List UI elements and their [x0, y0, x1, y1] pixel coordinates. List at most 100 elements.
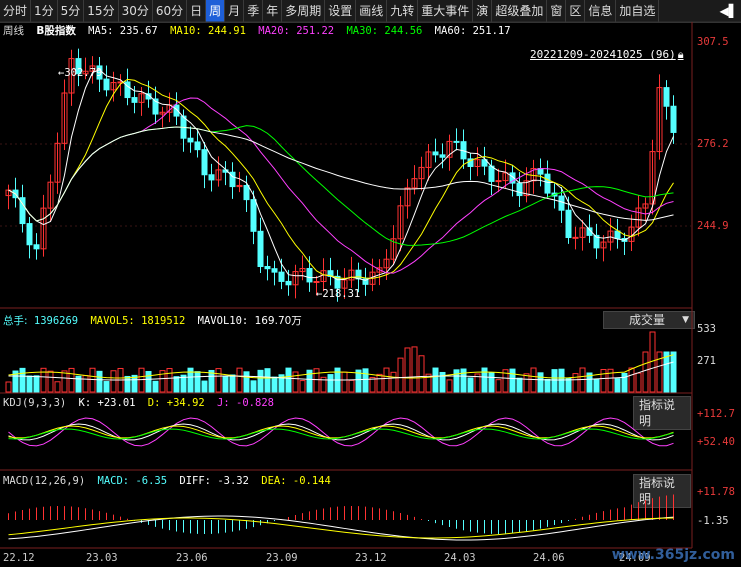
- volume-bar: [425, 373, 432, 393]
- candle: [348, 269, 355, 281]
- volume-bar: [523, 373, 530, 393]
- volume-bar: [516, 377, 523, 393]
- price-tick-low: 244.9: [697, 220, 729, 232]
- toolbar-item-14[interactable]: 九转: [387, 0, 419, 22]
- volume-bar: [537, 372, 544, 393]
- candle: [40, 207, 47, 250]
- ma60-line: [8, 126, 674, 222]
- volume-bar: [488, 372, 495, 393]
- ma5-readout: MA5: 235.67: [88, 25, 158, 37]
- volume-bar: [229, 374, 236, 393]
- volume-bar: [264, 368, 271, 393]
- toolbar-item-9[interactable]: 季: [244, 0, 264, 22]
- candle: [306, 268, 313, 283]
- toolbar-item-7[interactable]: 周: [206, 0, 226, 22]
- toolbar-item-4[interactable]: 30分: [119, 0, 153, 22]
- price-info-bar: 周线 B股指数 MA5: 235.67 MA10: 244.91 MA20: 2…: [3, 23, 517, 38]
- candle: [201, 149, 208, 176]
- volume-bar: [495, 379, 502, 393]
- volume-bar: [320, 376, 327, 393]
- candle: [75, 58, 82, 75]
- toolbar-item-17[interactable]: 超级叠加: [492, 0, 548, 22]
- ma60-label: MA60:: [434, 25, 467, 37]
- candle: [236, 184, 243, 188]
- kdj-help-button[interactable]: 指标说明: [633, 396, 691, 430]
- volume-bar: [124, 375, 131, 393]
- chevron-down-icon: ▼: [682, 315, 689, 325]
- volume-bar: [82, 375, 89, 393]
- toolbar-item-2[interactable]: 5分: [58, 0, 85, 22]
- toolbar-item-6[interactable]: 日: [187, 0, 207, 22]
- volume-indicator-button[interactable]: 成交量 ▼: [603, 311, 695, 329]
- candle: [33, 244, 40, 250]
- candle: [425, 151, 432, 168]
- high-value: 302.79: [64, 67, 103, 79]
- macd-help-button[interactable]: 指标说明: [633, 474, 691, 508]
- volume-bar: [250, 380, 257, 393]
- candle: [26, 223, 33, 246]
- candle: [145, 93, 152, 100]
- toolbar-item-20[interactable]: 信息: [585, 0, 617, 22]
- volume-bar: [278, 374, 285, 393]
- toolbar-item-21[interactable]: 加自选: [616, 0, 660, 22]
- volume-bar: [446, 379, 453, 393]
- macd-dea-label: DEA:: [261, 475, 287, 487]
- volume-bar: [33, 375, 40, 393]
- macd-tick-low: -1.35: [697, 515, 729, 527]
- volume-bar: [628, 367, 635, 393]
- date-range[interactable]: 20221209-20241025 (96) 🔒︎: [530, 48, 690, 62]
- toolbar-item-10[interactable]: 年: [263, 0, 283, 22]
- toolbar-item-13[interactable]: 画线: [356, 0, 388, 22]
- volume-bar: [75, 375, 82, 393]
- volume-bar: [299, 380, 306, 393]
- macd-diff-label: DIFF:: [179, 475, 211, 487]
- candle: [103, 78, 110, 91]
- low-value: 218.31: [322, 288, 361, 300]
- ma10-label: MA10:: [170, 25, 202, 37]
- volume-bar: [418, 355, 425, 393]
- volume-bar: [61, 370, 68, 393]
- toolbar-item-5[interactable]: 60分: [153, 0, 188, 22]
- volume-bar: [152, 380, 159, 393]
- mavol10-line: [8, 361, 674, 381]
- macd-diff: DIFF: -3.32: [179, 475, 249, 487]
- toolbar-item-8[interactable]: 月: [225, 0, 245, 22]
- ma20-label: MA20:: [258, 25, 290, 37]
- candle: [649, 151, 656, 205]
- candle: [110, 82, 117, 91]
- collapse-arrow-icon[interactable]: ◀▌: [719, 4, 738, 18]
- volume-bar: [355, 369, 362, 393]
- candle: [89, 65, 96, 72]
- macd-diff-value: -3.32: [217, 475, 249, 487]
- macd-name: MACD(12,26,9): [3, 475, 86, 487]
- toolbar-item-15[interactable]: 重大事件: [418, 0, 474, 22]
- toolbar-item-3[interactable]: 15分: [84, 0, 119, 22]
- time-label: 23.12: [355, 552, 387, 564]
- toolbar-item-1[interactable]: 1分: [31, 0, 58, 22]
- volume-bar: [670, 351, 677, 393]
- toolbar-item-19[interactable]: 区: [566, 0, 586, 22]
- candle: [362, 278, 369, 285]
- kdj-j-value: -0.828: [236, 397, 274, 409]
- stock-name[interactable]: B股指数: [36, 25, 76, 37]
- toolbar-item-0[interactable]: 分时: [0, 0, 32, 22]
- toolbar-item-16[interactable]: 演: [473, 0, 493, 22]
- toolbar-item-12[interactable]: 设置: [325, 0, 357, 22]
- volume-bar: [551, 369, 558, 393]
- candle: [572, 236, 579, 239]
- candle: [131, 97, 138, 103]
- candle: [285, 280, 292, 286]
- mavol5-label: MAVOL5:: [90, 315, 135, 327]
- volume-bar: [89, 367, 96, 393]
- toolbar-item-11[interactable]: 多周期: [282, 0, 326, 22]
- toolbar-item-18[interactable]: 窗: [547, 0, 567, 22]
- candle: [509, 172, 516, 184]
- candle: [642, 203, 649, 209]
- candle: [313, 281, 320, 284]
- candle: [243, 184, 250, 201]
- volume-info-bar: 总手: 1396269 MAVOL5: 1819512 MAVOL10: 169…: [3, 313, 308, 328]
- kdj-d-value: +34.92: [166, 397, 205, 409]
- total-value: 1396269: [33, 315, 79, 327]
- volume-bar: [600, 369, 607, 393]
